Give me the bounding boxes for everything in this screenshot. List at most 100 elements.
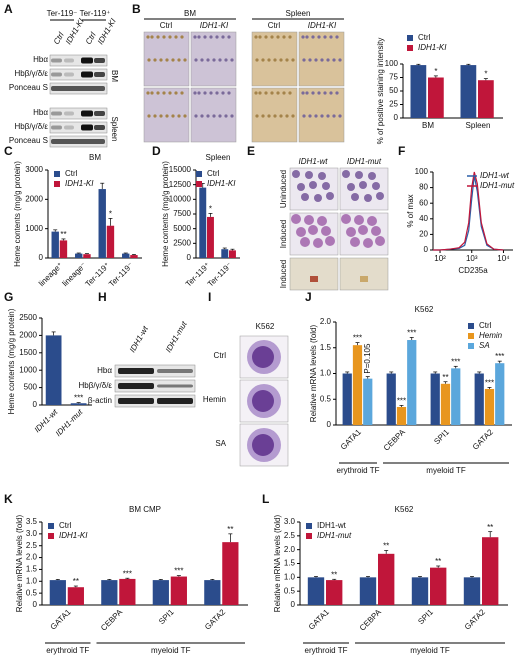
bar (101, 580, 118, 605)
group-label: myeloid TF (426, 466, 466, 475)
legend-swatch (468, 323, 474, 329)
x-tick-label: GATA1 (339, 427, 363, 451)
annotation: ** (73, 577, 79, 586)
label: Spleen (286, 9, 311, 18)
x-axis-label: CD235a (458, 266, 488, 275)
cell (230, 58, 234, 62)
cell (194, 114, 198, 118)
y-axis-label: Relative mRNA levels (fold) (273, 514, 282, 612)
legend-swatch (407, 45, 413, 51)
legend-label: IDH1-wt (480, 171, 510, 180)
bar (222, 542, 239, 605)
bar (474, 373, 484, 425)
cell (300, 237, 310, 247)
cell (273, 58, 277, 62)
legend-label: IDH1-mut (317, 531, 352, 540)
cell (255, 58, 259, 62)
annotation: * (109, 210, 112, 219)
bar (495, 363, 505, 425)
y-tick-label: 20 (419, 230, 428, 239)
x-tick-label: 10⁴ (497, 254, 510, 263)
bar (106, 225, 115, 258)
y-tick-label: 2500 (19, 313, 37, 322)
cell (305, 91, 309, 95)
cell (376, 192, 384, 200)
bar (199, 187, 207, 258)
cell (355, 171, 363, 179)
label: Uninduced (279, 170, 288, 208)
cell (177, 58, 181, 62)
legend-label: Ctrl (207, 169, 220, 178)
panel-letter: H (98, 290, 107, 304)
cell (267, 114, 271, 118)
legend-label: Ctrl (65, 169, 78, 178)
band (94, 125, 105, 130)
cell (326, 192, 334, 200)
label: Ter-119⁻ (47, 9, 78, 18)
row-label: Ponceau S (9, 136, 48, 145)
nucleus (252, 346, 274, 368)
cell (203, 91, 207, 95)
y-tick-label: 0 (33, 600, 38, 609)
y-tick-label: 0 (33, 400, 38, 409)
bar (221, 249, 229, 258)
row-label: Hbα (33, 108, 48, 117)
cell (375, 236, 385, 246)
cell (326, 58, 330, 62)
bar (460, 65, 477, 118)
y-tick-label: 2.0 (320, 317, 332, 326)
label: IDH1-wt (128, 324, 151, 354)
annotation: *** (407, 329, 416, 338)
x-tick-label: GATA2 (203, 607, 227, 631)
cell (276, 91, 280, 95)
annotation: *** (74, 394, 83, 403)
cell (288, 91, 292, 95)
y-tick-label: 500 (24, 383, 38, 392)
bar (326, 580, 343, 605)
cell (351, 193, 359, 201)
band (51, 111, 62, 116)
cell (212, 114, 216, 118)
lane-label: Ctrl (52, 31, 66, 46)
cell (146, 35, 150, 39)
panel-letter: D (152, 144, 161, 158)
cell (291, 114, 295, 118)
cell (338, 114, 342, 118)
cell (304, 215, 314, 225)
label: BM (184, 9, 196, 18)
cell (194, 58, 198, 62)
cell (292, 170, 300, 178)
y-tick-label: 50 (389, 86, 398, 95)
x-tick-label: GATA2 (471, 427, 495, 451)
cell (270, 91, 274, 95)
bar (229, 250, 236, 258)
cell (193, 91, 197, 95)
lane-label: Ctrl (84, 31, 98, 46)
bar (307, 577, 325, 605)
annotation: *** (123, 569, 132, 578)
nucleus (252, 434, 274, 456)
y-tick-label: 100 (385, 59, 399, 68)
annotation: ** (442, 373, 448, 382)
cell (150, 35, 154, 39)
bar (363, 378, 373, 425)
bar (410, 65, 427, 118)
row-label: Hbα (33, 55, 48, 64)
cell (329, 91, 333, 95)
cell (146, 91, 150, 95)
line (433, 171, 504, 251)
cell (150, 91, 154, 95)
cell (183, 114, 187, 118)
group-label: erythroid TF (305, 646, 348, 655)
blot (49, 121, 108, 134)
cell (282, 35, 286, 39)
cell (174, 35, 178, 39)
annotation: *** (174, 567, 183, 576)
cell (291, 58, 295, 62)
x-tick-label: Ter-119⁻ (206, 261, 234, 289)
bar (482, 537, 499, 605)
pellet (360, 276, 368, 282)
cell (317, 216, 327, 226)
annotation: ** (487, 523, 493, 532)
